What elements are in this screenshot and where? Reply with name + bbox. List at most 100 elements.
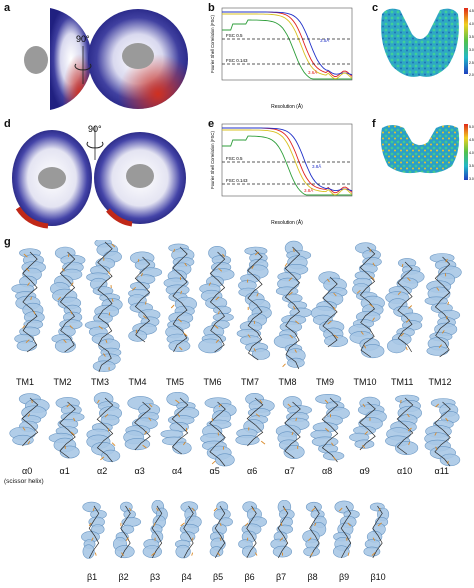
angular-distribution-d: 90° [12,124,186,229]
local-resolution-map-f: 5.0 4.5 4.0 3.5 3.0 [380,124,474,181]
tm-label: TM7 [241,377,259,387]
fsc-curve [222,19,352,80]
resolution-blue-label: 3.5Å [320,37,329,43]
fsc-05-label: FSC 0.5 [226,156,243,161]
protein-density-top [126,164,154,188]
beta-label: β10 [370,572,386,582]
panel-label-f: f [372,118,376,130]
tm-label: TM11 [391,377,414,387]
beta-strand-density [113,501,142,559]
colorbar-tick: 4.5 [469,138,474,142]
beta-label: β2 [118,572,129,582]
alpha-label: α11 [434,466,450,476]
panel-label-e: e [208,118,215,130]
alpha-helix-density [275,396,313,459]
beta-strand-density [270,500,295,559]
x-axis-label: Resolution (Å) [271,219,303,226]
panel-label-b: b [208,2,215,14]
tm-helix-density [424,253,462,358]
beta-label: β8 [307,572,318,582]
tm-label: TM3 [91,377,109,387]
alpha-label: α5 [209,466,220,476]
tm-helix-density [385,258,425,354]
alpha-helix-density [385,394,422,455]
resolution-red-label: 3.8Å [304,187,313,193]
alpha-helix-density [235,393,275,447]
fsc-curve [222,11,353,78]
tm-label: TM12 [428,377,452,387]
alpha-label: α10 [397,466,413,476]
panel-label-c: c [372,2,379,14]
beta-strand-density [175,501,202,559]
colorbar-tick: 4.0 [469,151,474,155]
rotation-label-bottom: 90° [88,124,102,134]
alpha-label: α3 [134,466,145,476]
scissor-helix-note: (scissor helix) [4,478,44,485]
beta-label: β5 [213,572,224,582]
local-resolution-map-c: 4.5 4.0 3.5 3.0 2.5 2.0 [381,8,474,77]
tm-label: TM5 [166,377,184,387]
angular-distribution-a: 90° [24,8,188,110]
alpha-helix-density [86,392,123,463]
x-axis-label: Resolution (Å) [271,103,303,110]
beta-label: β4 [181,572,192,582]
panel-label-d: d [4,118,11,130]
protein-density-top [122,43,154,69]
colorbar-tick: 3.0 [469,48,474,52]
fsc-plot-e: FSC 0.5 FSC 0.143 3.8Å 3.8Å Resolution (… [210,123,353,226]
rotation-label-top: 90° [76,34,90,44]
alpha-label: α1 [59,466,70,476]
beta-label: β1 [87,572,98,582]
beta-strand-density [142,500,168,559]
alpha-helix-densities [9,392,461,467]
resolution-red-label: 3.6Å [308,69,317,75]
alpha-label: α6 [247,466,258,476]
alpha-label: α9 [359,466,370,476]
colorbar-tick: 3.5 [469,35,474,39]
colorbar [464,8,468,74]
colorbar-tick: 4.5 [469,9,474,13]
tm-label: TM8 [278,377,297,387]
colorbar-tick: 2.5 [469,61,474,65]
fsc-0143-label: FSC 0.143 [226,178,248,183]
colorbar-tick: 2.0 [469,73,474,77]
tm-helix-density [127,251,163,343]
tm-helix-density [198,246,235,354]
fsc-plot-b: FSC 0.5 FSC 0.143 3.5Å 3.6Å Resolution (… [210,7,353,110]
tm-helix-density [84,240,123,373]
tm-label: TM10 [353,377,377,387]
tm-label: TM1 [16,377,34,387]
alpha-helix-density [349,396,387,451]
tm-label: TM4 [128,377,147,387]
beta-label: β3 [150,572,161,582]
fsc-curve [222,135,352,196]
beta-strand-density [363,502,390,559]
beta-strand-density [332,500,360,559]
beta-label: β6 [244,572,255,582]
panel-label-a: a [4,2,11,14]
y-axis-label: Fourier Shell Correlation (FSC) [210,15,215,73]
alpha-helix-density [123,396,161,451]
alpha-helix-density [424,398,461,467]
fsc-curves [222,11,353,80]
tm-label: TM6 [203,377,222,387]
alpha-label: α7 [284,466,295,476]
beta-strand-density [81,501,107,559]
fsc-05-label: FSC 0.5 [226,33,243,38]
tm-label: TM2 [53,377,72,387]
alpha-helix-density [160,392,200,455]
tm-helix-density [273,240,312,370]
protein-density-side [24,46,48,74]
colorbar-tick: 3.5 [469,164,474,168]
tm-helix-density [11,248,46,353]
beta-strand-density [302,501,327,559]
colorbar-tick: 4.0 [469,22,474,26]
alpha-helix-density [310,394,350,463]
density-map [381,8,459,77]
alpha-label: α0 [22,466,33,476]
fsc-curve [222,11,353,76]
tm-helix-density [163,243,197,353]
fsc-curve [222,129,353,196]
beta-strand-density [209,501,233,559]
fsc-curves [222,127,353,196]
